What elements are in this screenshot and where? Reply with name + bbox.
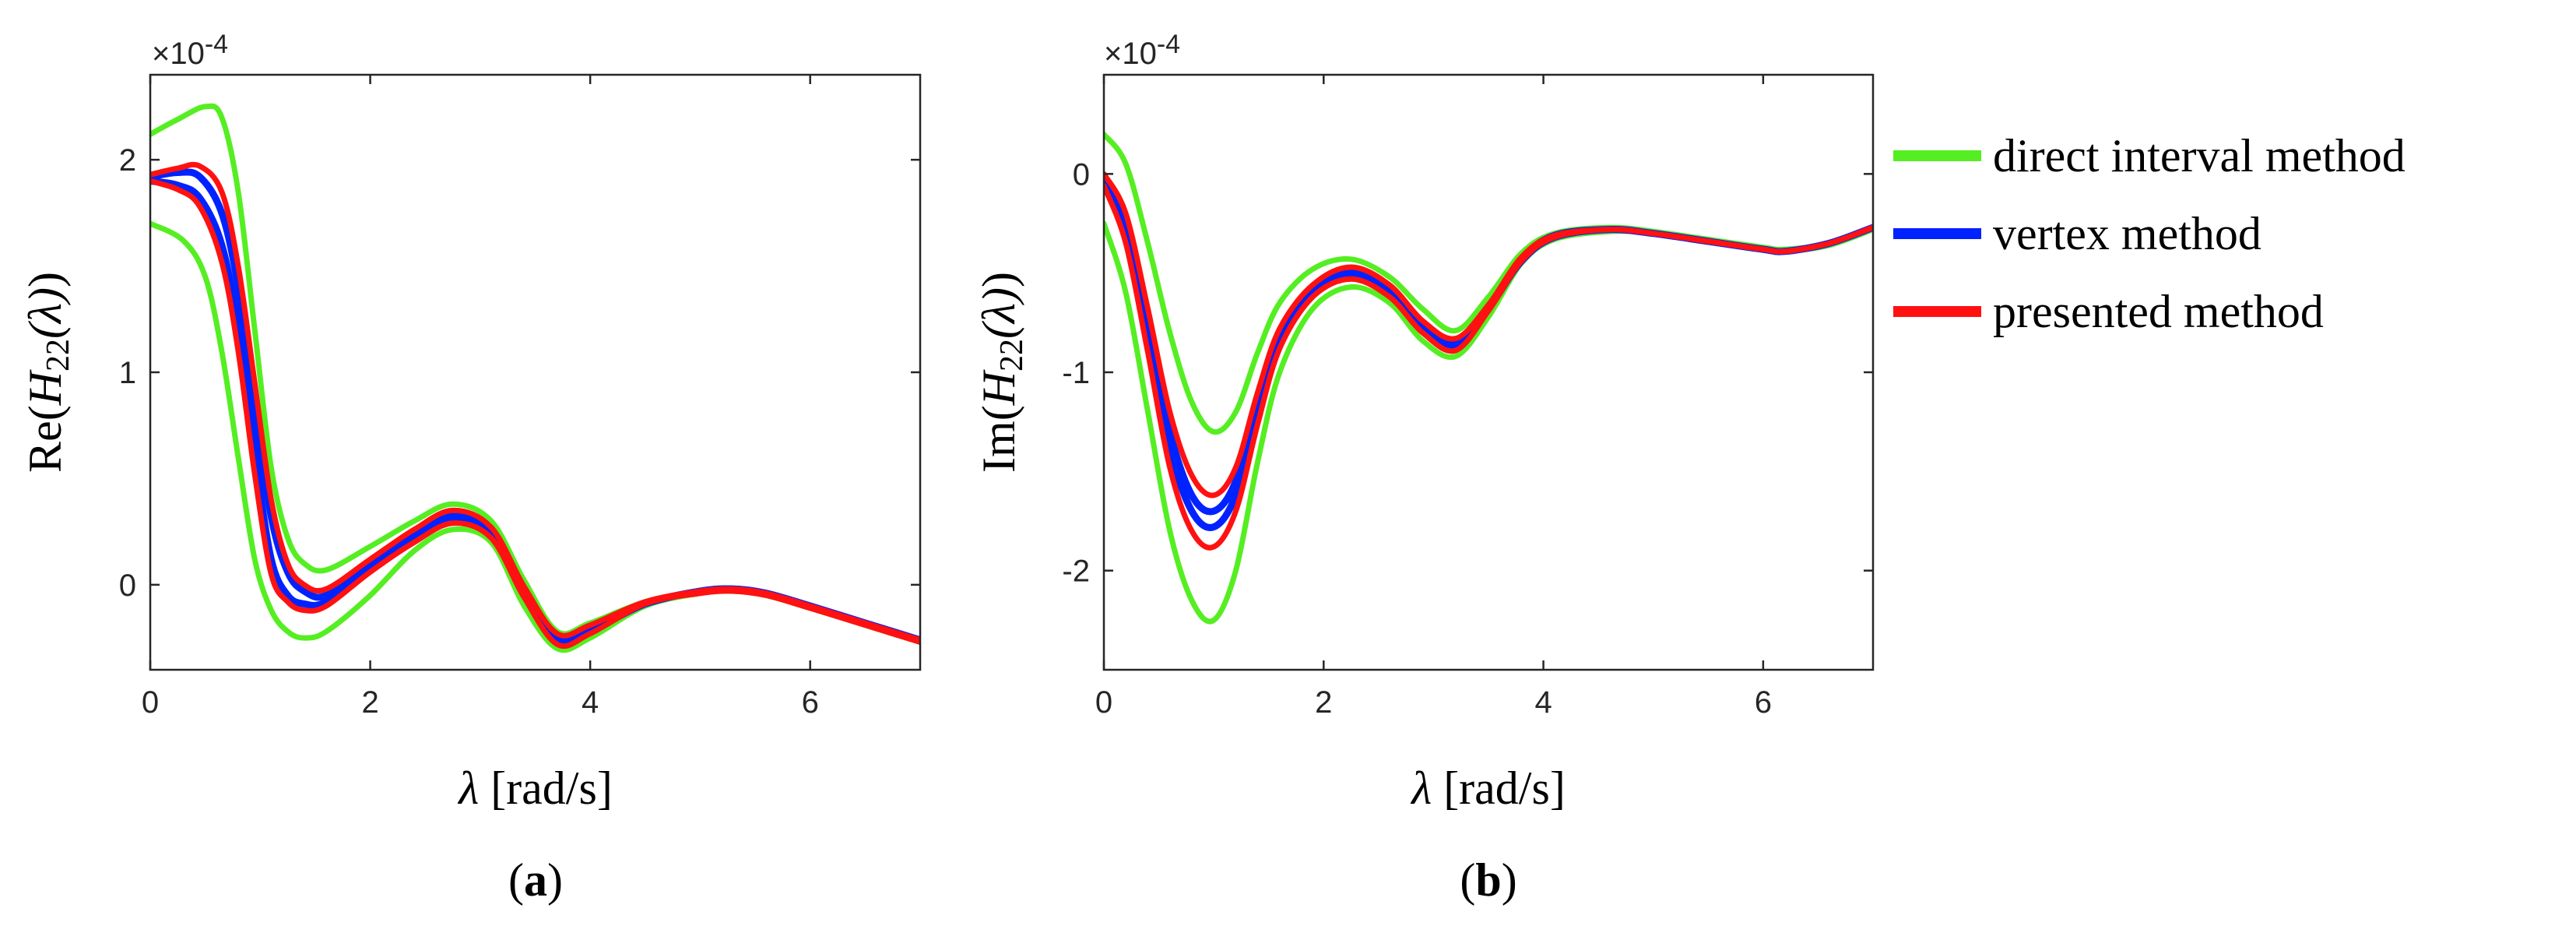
series-line-presented-upper-a [150,161,920,643]
y-tick-label-a: 0 [119,569,136,603]
series-line-vertex-upper-b [1104,174,1873,516]
x-tick-label-a: 6 [802,685,819,720]
y-axis-label-b: Im(H22(λ)) [973,272,1030,473]
multiplier-b: ×10-4 [1104,30,1180,71]
plot-area-b [1104,131,1873,625]
x-tick-label-a: 4 [582,685,599,720]
axes-box-a [149,73,922,671]
ticks-a: 0 2 4 6 0 1 2 [119,75,920,720]
axes-box-b [1102,73,1875,671]
legend-label-direct: direct interval method [1993,130,2406,181]
series-line-vertex-lower-b [1104,178,1873,531]
multiplier-base-a: 10 [170,37,205,71]
series-line-presented-upper-b [1104,171,1873,498]
legend-label-presented: presented method [1993,286,2324,337]
series-line-presented-lower-b [1104,183,1873,551]
series-line-direct-upper-b [1104,131,1873,435]
x-axis-label-a: λ [rad/s] [457,762,613,814]
multiplier-base-b: 10 [1122,37,1157,71]
y-axis-label-a: Re(H22(λ)) [19,272,76,473]
plot-area-a [150,103,920,653]
legend: direct interval method vertex method pre… [1893,130,2406,337]
y-tick-label-b: 0 [1073,157,1090,192]
series-line-direct-lower-b [1104,220,1873,625]
y-tick-label-a: 1 [119,356,136,390]
y-tick-label-b: -2 [1062,555,1090,589]
x-tick-label-b: 0 [1095,685,1112,720]
x-tick-label-b: 6 [1755,685,1772,720]
multiplier-exp-b: -4 [1157,30,1180,59]
y-tick-label-a: 2 [119,143,136,178]
x-tick-label-b: 4 [1534,685,1552,720]
x-axis-label-b: λ [rad/s] [1410,762,1566,814]
x-tick-label-a: 0 [142,685,159,720]
series-line-presented-lower-a [150,178,920,650]
x-tick-label-a: 2 [361,685,378,720]
x-tick-label-b: 2 [1315,685,1332,720]
panel-label-b: (b) [1460,854,1516,906]
multiplier-exp-a: -4 [205,30,228,59]
legend-label-vertex: vertex method [1993,208,2261,259]
chart-panel-b: ×10-4 0 2 4 6 -2 -1 0 Im(H22(λ)) λ [rad/s] (b) [973,30,1875,906]
multiplier-a: ×10-4 [152,30,228,71]
panel-label-a: (a) [508,854,563,906]
y-tick-label-b: -1 [1062,356,1090,390]
ticks-b: 0 2 4 6 -2 -1 0 [1062,75,1873,720]
chart-panel-a: ×10-4 0 2 4 6 0 1 2 Re(H22(λ)) λ [rad/s] (a) [19,30,922,906]
